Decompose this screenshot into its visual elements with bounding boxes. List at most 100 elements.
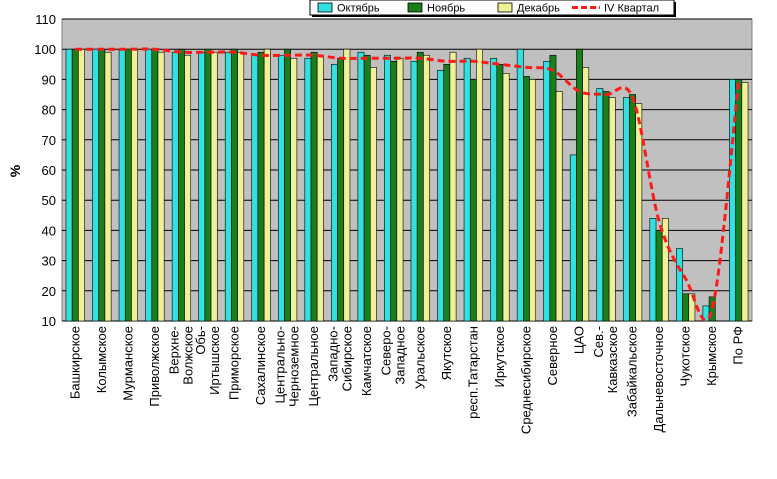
bar — [735, 79, 743, 322]
x-tick-label-line: Приморское — [227, 326, 242, 400]
legend-box — [309, 0, 675, 16]
bar — [310, 51, 318, 322]
legend-label: Ноябрь — [427, 3, 465, 15]
bar — [543, 60, 551, 322]
bar — [343, 48, 351, 322]
bar — [178, 48, 185, 322]
x-tick-label: Центрально- Черноземное — [273, 326, 302, 407]
bar — [490, 57, 498, 322]
bar — [676, 248, 683, 322]
x-tick-label-line: Чукотское — [678, 326, 693, 387]
x-tick-label-line: Якутское — [439, 326, 454, 380]
bar-series — [65, 48, 749, 322]
x-tick-label: Дальневосточное — [651, 326, 666, 432]
bar — [516, 48, 524, 322]
bar — [496, 64, 504, 322]
bar — [337, 57, 345, 322]
bar — [124, 48, 132, 322]
bar — [463, 57, 471, 322]
bar — [237, 51, 245, 322]
bar — [171, 51, 179, 322]
bar — [741, 82, 749, 322]
x-tick-label-line: Дальневосточное — [651, 326, 666, 432]
bar — [629, 94, 636, 322]
bar — [363, 54, 371, 322]
x-tick-label-line: Волжское — [180, 326, 195, 385]
x-tick-label-line: Башкирское — [67, 326, 82, 399]
y-tick-label: 50 — [42, 193, 56, 208]
y-tick-label: 70 — [42, 133, 56, 148]
y-axis-label: % — [7, 164, 23, 177]
x-tick-label-line: Сев.- — [591, 326, 606, 357]
x-tick-label: ЦАО — [572, 326, 587, 354]
x-tick-label-line: По РФ — [731, 326, 746, 365]
x-tick-label: Якутское — [439, 326, 454, 380]
y-tick-label: 90 — [42, 72, 56, 87]
bar — [649, 218, 657, 322]
x-tick-label: Верхне- Волжское — [166, 326, 195, 385]
bar — [145, 48, 153, 322]
y-tick-label: 30 — [42, 254, 56, 269]
bar — [118, 48, 126, 322]
x-tick-label-line: Мурманское — [120, 326, 135, 401]
x-tick-label-line: Уральское — [412, 326, 427, 389]
x-tick-label: Сахалинское — [253, 326, 268, 405]
x-tick-label-line: Крымское — [704, 326, 719, 386]
x-tick-label-line: Забайкальское — [625, 326, 640, 417]
x-tick-label-line: Сибирское — [340, 326, 355, 391]
bar — [131, 48, 138, 322]
y-tick-label: 40 — [42, 223, 56, 238]
legend-label: Декабрь — [517, 3, 560, 15]
x-tick-label-line: Камчатское — [359, 326, 374, 396]
bar — [410, 60, 418, 322]
bar — [688, 293, 696, 322]
bar — [596, 88, 604, 322]
x-tick-label-line: Колымское — [94, 326, 109, 393]
legend-swatch — [497, 2, 513, 13]
bar — [682, 293, 690, 322]
x-tick-label: Северо- Западное — [379, 326, 408, 385]
y-tick-label: 80 — [42, 103, 56, 118]
x-tick-label: респ.Татарстан — [465, 326, 480, 419]
bar — [98, 48, 106, 322]
bar — [357, 51, 365, 322]
bar — [622, 97, 630, 322]
bar — [396, 57, 404, 322]
line-series — [75, 47, 741, 322]
bar — [71, 48, 79, 322]
x-tick-label: Чукотское — [678, 326, 693, 387]
bar — [331, 64, 338, 322]
x-tick-label: Иркутское — [492, 326, 507, 388]
x-tick-label: Забайкальское — [625, 326, 640, 417]
bar — [184, 54, 192, 322]
bar — [369, 67, 377, 322]
x-tick-label: Среднесибирское — [518, 326, 533, 434]
x-tick-label: Уральское — [412, 326, 427, 389]
x-tick-label-line: ЦАО — [572, 326, 587, 354]
y-axis-ticks: 10 20 30 40 50 60 70 80 90 100 110 — [34, 12, 56, 329]
bar — [304, 57, 312, 322]
x-tick-label-line: Среднесибирское — [518, 326, 533, 434]
bar — [582, 67, 590, 322]
x-tick-label-line: Северо- — [379, 326, 394, 375]
x-tick-label-line: Иркутское — [492, 326, 507, 388]
bar — [231, 48, 238, 322]
x-tick-label: Сев.- Кавказское — [591, 326, 620, 393]
bar — [423, 54, 430, 322]
x-tick-label: Мурманское — [120, 326, 135, 401]
x-tick-label: Колымское — [94, 326, 109, 393]
legend-swatch — [317, 2, 333, 13]
bar — [157, 51, 165, 322]
bar — [555, 91, 563, 322]
x-tick-label-line: Центральное — [306, 326, 321, 406]
bar — [198, 51, 206, 322]
legend: Октябрь Ноябрь Декабрь IV Квартал — [309, 0, 676, 17]
bar — [602, 91, 610, 322]
bar — [549, 54, 557, 322]
bar — [661, 218, 669, 322]
y-tick-label: 100 — [34, 42, 56, 57]
bar — [210, 51, 218, 322]
y-tick-label: 10 — [42, 314, 56, 329]
bar — [384, 54, 391, 322]
x-tick-label: По РФ — [731, 326, 746, 365]
